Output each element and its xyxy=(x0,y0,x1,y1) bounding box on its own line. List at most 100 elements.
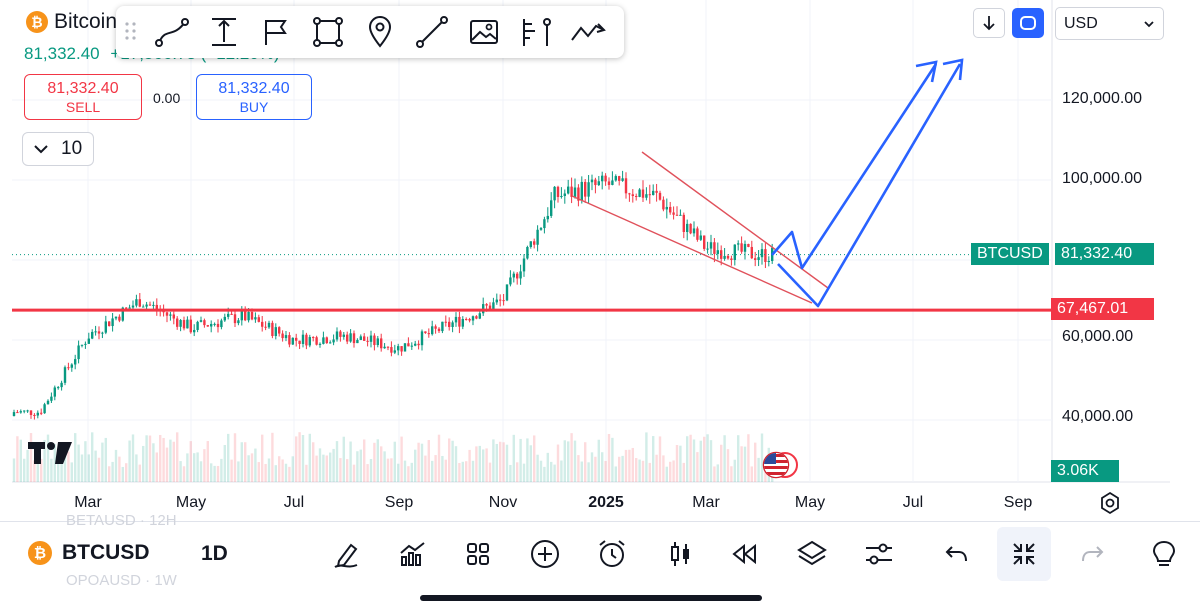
volume-bar xyxy=(689,434,692,482)
draw-pen-icon[interactable] xyxy=(326,534,366,574)
collapse-icon[interactable] xyxy=(997,527,1051,581)
candle-body xyxy=(543,219,546,229)
volume-bar xyxy=(308,433,311,482)
candle-body xyxy=(145,304,148,307)
volume-bar xyxy=(244,442,247,482)
candle-body xyxy=(539,228,543,230)
volume-bar xyxy=(400,436,403,482)
volume-bar xyxy=(590,452,594,482)
interval-button[interactable]: 1D xyxy=(201,542,228,565)
chart-area[interactable] xyxy=(0,0,1200,520)
volume-bar xyxy=(162,437,165,482)
candle-body xyxy=(757,257,760,260)
forecast-tool-icon[interactable] xyxy=(510,10,562,54)
candle-body xyxy=(720,250,723,259)
volume-bar xyxy=(53,444,56,482)
candle-body xyxy=(12,412,16,416)
layers-icon[interactable] xyxy=(792,534,832,574)
symbol-header[interactable]: ₿ Bitcoin xyxy=(26,10,117,34)
candle-body xyxy=(274,327,277,337)
templates-icon[interactable] xyxy=(458,534,498,574)
time-axis-label: Jul xyxy=(283,494,305,511)
undo-icon[interactable] xyxy=(937,534,977,574)
candle-body xyxy=(465,318,468,320)
volume-bar xyxy=(33,460,36,482)
volume-bar xyxy=(706,434,709,482)
indicators-icon[interactable] xyxy=(392,534,432,574)
add-icon[interactable] xyxy=(525,534,565,574)
volume-bar xyxy=(373,442,376,482)
candle-body xyxy=(356,339,359,344)
redo-icon[interactable] xyxy=(1072,534,1112,574)
image-tool-icon[interactable] xyxy=(458,10,510,54)
sell-label: SELL xyxy=(65,99,101,115)
chart-settings-icon[interactable] xyxy=(1098,491,1122,520)
us-flag-icon[interactable] xyxy=(762,450,798,479)
candle-body xyxy=(587,182,590,197)
currency-select[interactable]: USD xyxy=(1055,7,1164,40)
bulb-icon[interactable] xyxy=(1150,534,1200,574)
volume-bar xyxy=(291,456,294,482)
volume-bar xyxy=(359,449,362,482)
replay-icon[interactable] xyxy=(725,534,765,574)
measure-tool-icon[interactable] xyxy=(198,10,250,54)
candle-body xyxy=(686,223,689,232)
flag-tool-icon[interactable] xyxy=(250,10,302,54)
candle-body xyxy=(216,323,220,328)
volume-bar xyxy=(662,455,665,482)
candle-body xyxy=(16,412,19,414)
alert-clock-icon[interactable] xyxy=(592,534,632,574)
candle-body xyxy=(94,331,97,333)
rectangle-tool-icon[interactable] xyxy=(302,10,354,54)
volume-bar xyxy=(488,462,492,482)
candle-body xyxy=(516,273,519,279)
volume-bar xyxy=(747,434,750,482)
projection-arrowhead xyxy=(942,58,964,81)
candle-body xyxy=(414,343,417,346)
volume-bar xyxy=(665,466,668,482)
sell-button[interactable]: 81,332.40 SELL xyxy=(24,74,142,120)
candle-body xyxy=(648,194,651,196)
candle-body xyxy=(519,271,522,279)
candle-body xyxy=(444,321,447,323)
current-price-tag: 81,332.40 xyxy=(1055,243,1154,265)
candle-body xyxy=(199,320,203,322)
candle-body xyxy=(131,305,135,308)
curve-tool-icon[interactable] xyxy=(146,10,198,54)
buy-button[interactable]: 81,332.40 BUY xyxy=(196,74,312,120)
path-tool-icon[interactable] xyxy=(562,10,614,54)
currency-value: USD xyxy=(1064,14,1098,32)
price-chart[interactable] xyxy=(0,0,1200,520)
candle-body xyxy=(312,337,315,339)
drag-handle-icon[interactable] xyxy=(124,20,138,44)
settings-sliders-icon[interactable] xyxy=(859,534,899,574)
candle-body xyxy=(403,343,407,352)
trendline-tool-icon[interactable] xyxy=(406,10,458,54)
candle-body xyxy=(101,332,104,334)
candle-type-icon[interactable] xyxy=(660,534,700,574)
volume-bar xyxy=(29,433,33,482)
candle-body xyxy=(638,189,641,197)
candle-body xyxy=(495,299,498,303)
volume-bar xyxy=(624,449,628,482)
candle-body xyxy=(607,181,611,185)
candle-body xyxy=(318,343,322,345)
sync-button[interactable] xyxy=(1012,8,1044,38)
volume-bar xyxy=(679,445,682,482)
last-price: 81,332.40 xyxy=(24,44,100,63)
chevron-down-icon xyxy=(1144,20,1154,27)
pin-tool-icon[interactable] xyxy=(354,10,406,54)
volume-bar xyxy=(512,434,515,482)
candle-body xyxy=(43,404,46,414)
sync-icon xyxy=(1020,16,1036,30)
volume-bar xyxy=(750,466,753,482)
quantity-selector[interactable]: 10 xyxy=(22,132,94,166)
volume-bar xyxy=(281,459,284,482)
scroll-down-button[interactable] xyxy=(973,8,1005,38)
candle-body xyxy=(754,258,757,260)
projection-path-lower xyxy=(777,63,962,308)
candle-body xyxy=(193,329,196,333)
volume-bar xyxy=(19,439,22,482)
volume-bar xyxy=(363,439,366,482)
symbol-search-button[interactable]: ₿ BTCUSD xyxy=(28,541,150,565)
